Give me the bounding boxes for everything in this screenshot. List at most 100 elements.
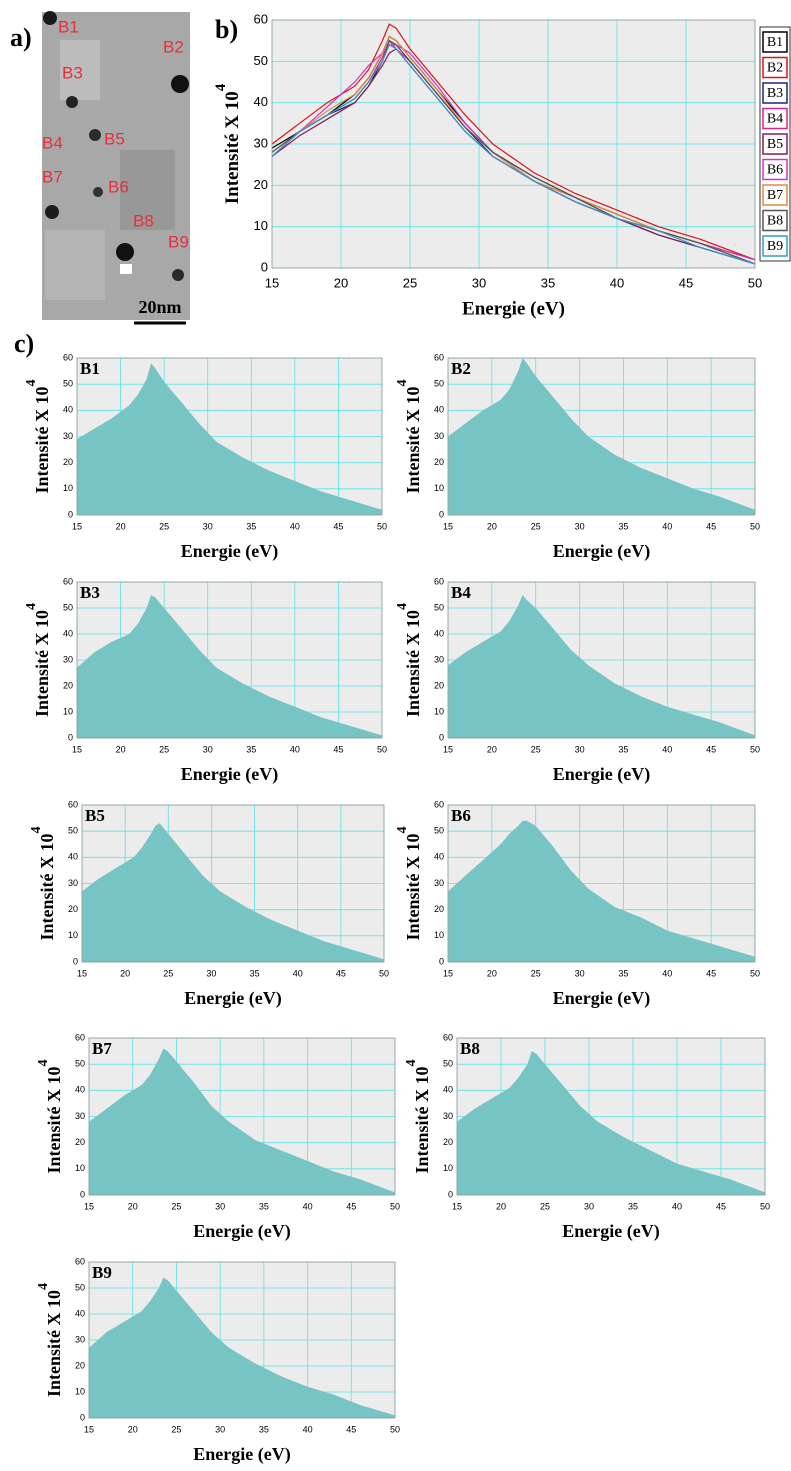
y-tick-label: 10: [434, 483, 444, 493]
x-tick-label: 50: [760, 1201, 770, 1211]
y-axis-label: Intensité X 104: [29, 827, 57, 941]
dark-spot: [43, 11, 57, 25]
x-axis-label: Energie (eV): [193, 1444, 290, 1465]
x-tick-label: 35: [246, 744, 256, 754]
x-tick-label: 15: [77, 968, 87, 978]
x-tick-label: 35: [250, 968, 260, 978]
x-tick-label: 45: [706, 968, 716, 978]
image-texture: [120, 150, 175, 230]
x-tick-label: 15: [452, 1201, 462, 1211]
plot-frame: [76, 357, 383, 516]
y-axis-label: Intensité X 104: [395, 603, 423, 717]
y-tick-label: 40: [63, 628, 73, 638]
y-tick-label: 0: [73, 956, 78, 966]
x-tick-label: 40: [662, 968, 672, 978]
area: [82, 823, 384, 962]
x-axis-label: Energie (eV): [184, 988, 281, 1009]
x-tick-label: 20: [487, 521, 497, 531]
area: [448, 820, 755, 962]
y-axis-label-text: Intensité X 10: [222, 91, 243, 204]
x-tick-label: 15: [72, 744, 82, 754]
plot-frame: [88, 1261, 396, 1419]
y-tick-label: 50: [68, 826, 78, 836]
y-tick-label: 20: [443, 1137, 453, 1147]
legend-swatch: [762, 82, 788, 104]
y-tick-label: 50: [434, 826, 444, 836]
dark-spot: [89, 129, 101, 141]
y-tick-label: 20: [63, 457, 73, 467]
legend-label: B6: [767, 163, 783, 178]
x-tick-label: 25: [159, 744, 169, 754]
x-tick-label: 50: [390, 1424, 400, 1434]
y-tick-label: 40: [254, 94, 268, 109]
y-tick-label: 60: [434, 576, 444, 586]
particle-label: B4: [42, 133, 63, 152]
legend-swatch: [762, 56, 788, 79]
legend-label: B4: [767, 112, 783, 127]
x-tick-label: 25: [171, 1201, 181, 1211]
legend-label: B9: [767, 239, 783, 254]
x-axis-label: Energie (eV): [553, 541, 650, 562]
y-tick-label: 10: [254, 218, 268, 233]
x-tick-label: 25: [171, 1424, 181, 1434]
x-tick-label: 30: [203, 521, 213, 531]
area: [457, 1051, 765, 1195]
y-tick-label: 30: [75, 1334, 85, 1344]
dark-spot: [45, 205, 59, 219]
y-tick-label: 30: [63, 431, 73, 441]
x-tick-label: 50: [748, 275, 762, 290]
y-tick-label: 20: [75, 1360, 85, 1370]
y-axis-label-exponent: 4: [395, 827, 410, 834]
particle-label: B8: [133, 211, 154, 230]
x-tick-label: 50: [750, 968, 760, 978]
y-tick-label: 0: [68, 509, 73, 519]
area: [77, 595, 382, 738]
y-tick-label: 20: [68, 904, 78, 914]
x-tick-label: 15: [84, 1201, 94, 1211]
y-tick-label: 0: [439, 509, 444, 519]
dark-spot: [93, 187, 103, 197]
x-tick-label: 40: [303, 1201, 313, 1211]
y-tick-label: 30: [75, 1111, 85, 1121]
y-tick-label: 10: [63, 483, 73, 493]
x-tick-label: 25: [159, 521, 169, 531]
y-axis-label: Intensité X 104: [36, 1060, 64, 1174]
chart-title: B6: [451, 806, 471, 825]
y-tick-label: 20: [75, 1137, 85, 1147]
y-tick-label: 60: [63, 576, 73, 586]
y-tick-label: 10: [434, 706, 444, 716]
plot-frame: [81, 804, 385, 963]
x-tick-label: 45: [716, 1201, 726, 1211]
panel-label: c): [14, 329, 34, 358]
dark-spot: [66, 96, 78, 108]
y-axis-label-text: Intensité X 10: [32, 610, 52, 717]
particle-label: B6: [108, 177, 129, 196]
x-tick-label: 20: [116, 521, 126, 531]
x-tick-label: 20: [128, 1424, 138, 1434]
x-tick-label: 25: [540, 1201, 550, 1211]
chart-title: B2: [451, 359, 471, 378]
y-axis-label: Intensité X 104: [36, 1283, 64, 1397]
y-tick-label: 0: [80, 1189, 85, 1199]
legend-swatch: [762, 107, 788, 130]
y-tick-label: 40: [63, 405, 73, 415]
y-axis-label: Intensité X 104: [213, 83, 243, 204]
x-axis-label: Energie (eV): [181, 764, 278, 785]
x-tick-label: 25: [531, 968, 541, 978]
x-axis-label: Energie (eV): [181, 541, 278, 562]
y-tick-label: 0: [439, 956, 444, 966]
particle-label: B7: [42, 167, 63, 186]
x-tick-label: 30: [206, 968, 216, 978]
y-tick-label: 30: [434, 878, 444, 888]
x-tick-label: 50: [750, 744, 760, 754]
x-tick-label: 30: [203, 744, 213, 754]
legend-swatch: [762, 158, 788, 181]
bright-spot: [120, 264, 132, 274]
y-axis-label: Intensité X 104: [395, 827, 423, 941]
y-tick-label: 60: [434, 352, 444, 362]
y-tick-label: 10: [75, 1386, 85, 1396]
x-tick-label: 20: [116, 744, 126, 754]
y-tick-label: 10: [443, 1163, 453, 1173]
y-axis-label: Intensité X 104: [24, 380, 52, 494]
